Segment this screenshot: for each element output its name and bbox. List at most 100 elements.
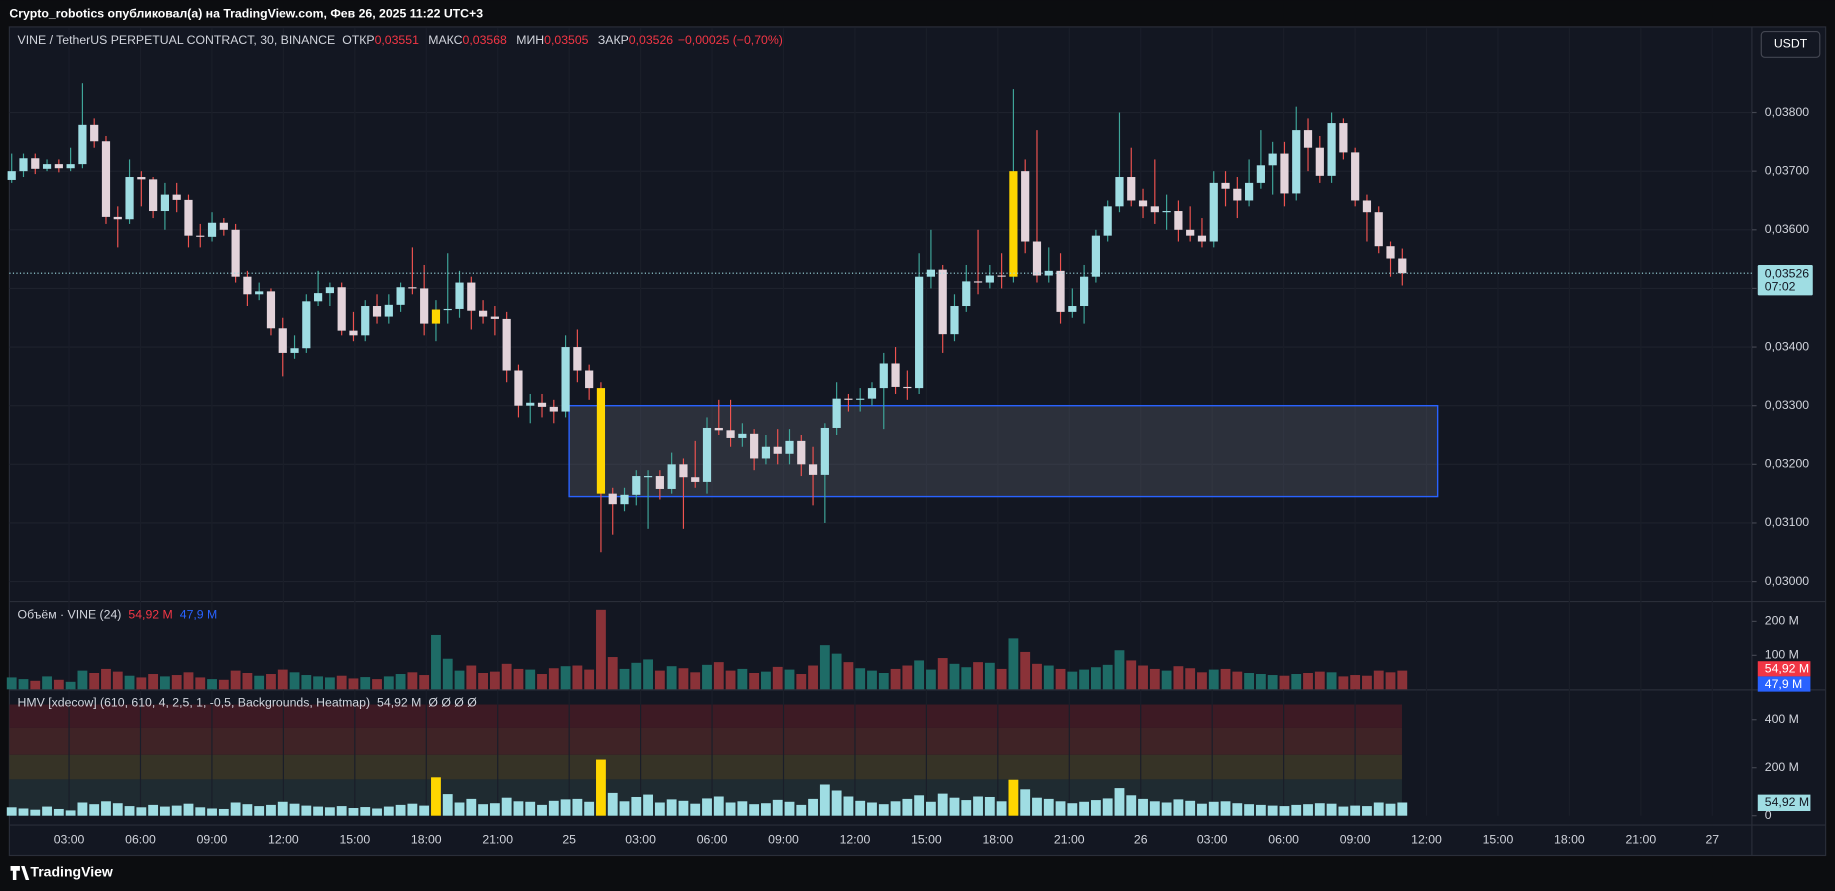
last-value-box	[1757, 661, 1811, 677]
volume-bar	[949, 663, 960, 690]
volume-bar	[525, 801, 536, 816]
symbol: VINE / TetherUS PERPETUAL CONTRACT, 30, …	[18, 33, 336, 47]
volume-bar	[277, 801, 288, 816]
currency-button[interactable]	[1760, 31, 1821, 58]
candle-body	[1362, 200, 1372, 213]
volume-bar	[831, 790, 842, 816]
volume-bar	[890, 668, 901, 690]
volume-bar	[124, 806, 135, 816]
x-tick-label: 25	[562, 833, 576, 847]
ohlc-value: 0,03526	[629, 33, 674, 47]
volume-bar	[537, 804, 547, 816]
volume-bar	[1138, 798, 1148, 816]
y-tick-label: 0,03000	[1765, 574, 1810, 588]
ohlc-label: МАКС	[428, 33, 462, 47]
volume-bar	[1114, 788, 1125, 816]
candle-body	[384, 304, 393, 317]
volume-bar	[407, 803, 418, 816]
volume-bar	[961, 800, 972, 816]
currency: USDT	[1774, 37, 1808, 51]
volume-bar	[383, 676, 394, 690]
x-tick-label: 21:00	[482, 833, 513, 847]
last-value-box	[1757, 794, 1811, 812]
volume-bar	[77, 670, 88, 690]
volume-bar	[1291, 674, 1302, 690]
x-tick-label: 06:00	[697, 833, 728, 847]
candle-body	[561, 347, 570, 412]
volume-bar	[218, 679, 229, 690]
volume-bar	[360, 807, 371, 816]
volume-bar	[596, 609, 606, 690]
volume-bar	[1232, 803, 1243, 816]
change: −0,00025 (−0,70%)	[678, 33, 783, 47]
pane-title: HMV [xdecow] (610, 610, 4, 2,5, 1, -0,5,…	[18, 696, 370, 710]
volume-bar	[277, 669, 288, 690]
ohlc-label: МИН	[516, 33, 544, 47]
y-tick-label: 0,03700	[1765, 163, 1810, 177]
volume-bar	[301, 675, 312, 690]
volume-bar	[159, 806, 170, 816]
volume-bar	[65, 681, 76, 690]
volume-bar	[124, 675, 135, 690]
x-tick-label: 15:00	[911, 833, 942, 847]
volume-bar	[254, 675, 265, 690]
candle-body	[691, 477, 700, 482]
candle-body	[149, 179, 158, 212]
volume-bar	[1220, 668, 1231, 690]
volume-bar	[419, 675, 430, 690]
candle-body	[266, 291, 276, 329]
x-tick-label: 03:00	[625, 833, 656, 847]
volume-bar	[1244, 672, 1255, 690]
candle-body	[1162, 211, 1171, 213]
last-value-label: 54,92 M	[1765, 795, 1809, 809]
volume-bar	[1397, 802, 1408, 816]
candle-body	[549, 406, 558, 412]
volume-bar	[1314, 803, 1325, 816]
volume-bar	[336, 806, 347, 816]
volume-bar	[654, 802, 665, 816]
volume-bar	[30, 680, 41, 690]
x-tick-label: 21:00	[1054, 833, 1085, 847]
volume-bar	[1208, 801, 1219, 816]
volume-bar	[678, 800, 689, 816]
candle-body	[938, 269, 947, 335]
volume-bar	[1185, 800, 1196, 816]
volume-bar	[1362, 675, 1372, 690]
y-tick-label: 0,03300	[1765, 398, 1810, 412]
volume-bar	[1114, 650, 1125, 690]
candle-body	[207, 222, 217, 237]
volume-bar	[619, 668, 630, 690]
candle-body	[1009, 171, 1018, 277]
candle-body	[1138, 200, 1148, 207]
candle-body	[1339, 123, 1348, 153]
volume-bar	[159, 676, 170, 690]
volume-bar	[855, 800, 866, 816]
candle-body	[1303, 130, 1313, 148]
candle-body	[1068, 306, 1077, 312]
volume-bar	[1008, 638, 1019, 690]
candle-body	[1186, 229, 1195, 236]
candle-body	[31, 158, 40, 169]
candle-body	[1221, 182, 1230, 189]
x-tick-label: 06:00	[1268, 833, 1299, 847]
volume-bar	[1255, 674, 1266, 690]
candle-body	[926, 269, 936, 277]
volume-bar	[1020, 789, 1031, 816]
volume-bar	[772, 799, 783, 816]
volume-bar	[183, 803, 194, 816]
pane-value: 54,92 M	[128, 608, 172, 622]
candle-body	[1032, 241, 1042, 276]
volume-bar	[1020, 651, 1031, 690]
candle-body	[1386, 246, 1395, 259]
volume-bar	[136, 807, 147, 816]
volume-bar	[183, 672, 194, 690]
volume-bar	[925, 801, 936, 816]
candle-body	[420, 288, 429, 324]
candle-body	[1268, 153, 1277, 166]
candle-body	[785, 440, 794, 454]
volume-bar	[1279, 675, 1290, 690]
volume-bar	[89, 672, 100, 690]
volume-bar	[1067, 671, 1078, 690]
candle-body	[808, 464, 818, 475]
